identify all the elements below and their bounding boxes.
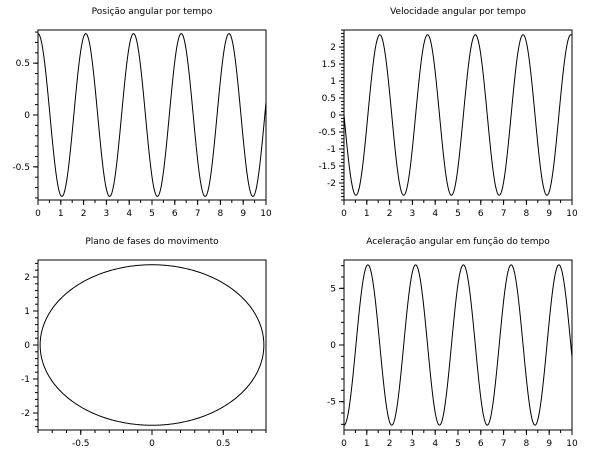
chart-title: Aceleração angular em função do tempo — [366, 237, 550, 247]
x-tick-label: 2 — [387, 439, 393, 449]
y-tick-label: 2 — [330, 43, 336, 53]
series-line-1 — [39, 264, 265, 426]
y-tick-label: 0 — [330, 111, 336, 121]
x-tick-label: 1 — [58, 209, 64, 219]
y-tick-label: -0.5 — [12, 163, 30, 173]
y-tick-label: 0 — [330, 341, 336, 351]
x-tick-label: 0 — [341, 439, 347, 449]
y-tick-label: 0.5 — [16, 59, 30, 69]
x-tick-label: 7 — [195, 209, 201, 219]
series-line-1 — [343, 34, 573, 196]
x-tick-label: 10 — [566, 439, 578, 449]
y-tick-label: -0.5 — [318, 128, 336, 138]
x-tick-label: -0.5 — [72, 439, 90, 449]
plot-frame — [37, 259, 267, 431]
x-tick-label: 10 — [260, 209, 272, 219]
y-tick-label: -5 — [327, 398, 336, 408]
series-line-1 — [37, 33, 267, 197]
chart-title: Velocidade angular por tempo — [390, 7, 526, 17]
x-tick-label: 3 — [104, 209, 110, 219]
x-tick-label: 3 — [410, 209, 416, 219]
y-tick-label: 0 — [24, 111, 30, 121]
plot-frame — [343, 29, 573, 201]
x-tick-label: 4 — [126, 209, 132, 219]
x-tick-label: 1 — [364, 439, 370, 449]
x-tick-label: 5 — [455, 209, 461, 219]
y-tick-label: -1 — [21, 375, 30, 385]
x-tick-label: 7 — [501, 209, 507, 219]
x-tick-label: 0 — [149, 439, 155, 449]
chart-panel-1: Posição angular por tempo 0 1 2 3 4 5 6 7 8 9 10 -0.… — [12, 7, 272, 219]
x-tick-label: 6 — [478, 209, 484, 219]
chart-title: Posição angular por tempo — [92, 7, 213, 17]
x-tick-label: 6 — [478, 439, 484, 449]
y-tick-label: 1 — [330, 77, 336, 87]
y-tick-label: 5 — [330, 284, 336, 294]
x-tick-label: 9 — [546, 439, 552, 449]
x-tick-label: 6 — [172, 209, 178, 219]
x-tick-label: 4 — [432, 209, 438, 219]
x-tick-label: 9 — [240, 209, 246, 219]
y-tick-label: 1 — [24, 307, 30, 317]
x-tick-label: 0 — [341, 209, 347, 219]
x-tick-label: 4 — [432, 439, 438, 449]
x-tick-label: 1 — [364, 209, 370, 219]
x-tick-label: 0 — [35, 209, 41, 219]
y-tick-label: -1 — [327, 145, 336, 155]
series-line-1 — [343, 264, 573, 426]
chart-title: Plano de fases do movimento — [85, 237, 219, 247]
y-tick-label: 0.5 — [322, 94, 336, 104]
chart-panel-4: Aceleração angular em função do tempo 0 1 2… — [327, 237, 578, 449]
x-tick-label: 2 — [81, 209, 87, 219]
y-tick-label: -1.5 — [318, 162, 336, 172]
x-tick-label: 8 — [218, 209, 224, 219]
x-tick-label: 5 — [149, 209, 155, 219]
y-tick-label: 1.5 — [322, 60, 336, 70]
x-tick-label: 5 — [455, 439, 461, 449]
x-tick-label: 7 — [501, 439, 507, 449]
x-tick-label: 2 — [387, 209, 393, 219]
x-tick-label: 10 — [566, 209, 578, 219]
y-tick-label: -2 — [327, 179, 336, 189]
x-tick-label: 3 — [410, 439, 416, 449]
y-tick-label: 2 — [24, 273, 30, 283]
x-tick-label: 8 — [524, 209, 530, 219]
chart-panel-3: Plano de fases do movimento -0.5 0 0.5 -2 -1 0… — [21, 237, 267, 449]
y-tick-label: -2 — [21, 409, 30, 419]
x-tick-label: 9 — [546, 209, 552, 219]
x-tick-label: 0.5 — [216, 439, 230, 449]
y-tick-label: 0 — [24, 341, 30, 351]
x-tick-label: 8 — [524, 439, 530, 449]
